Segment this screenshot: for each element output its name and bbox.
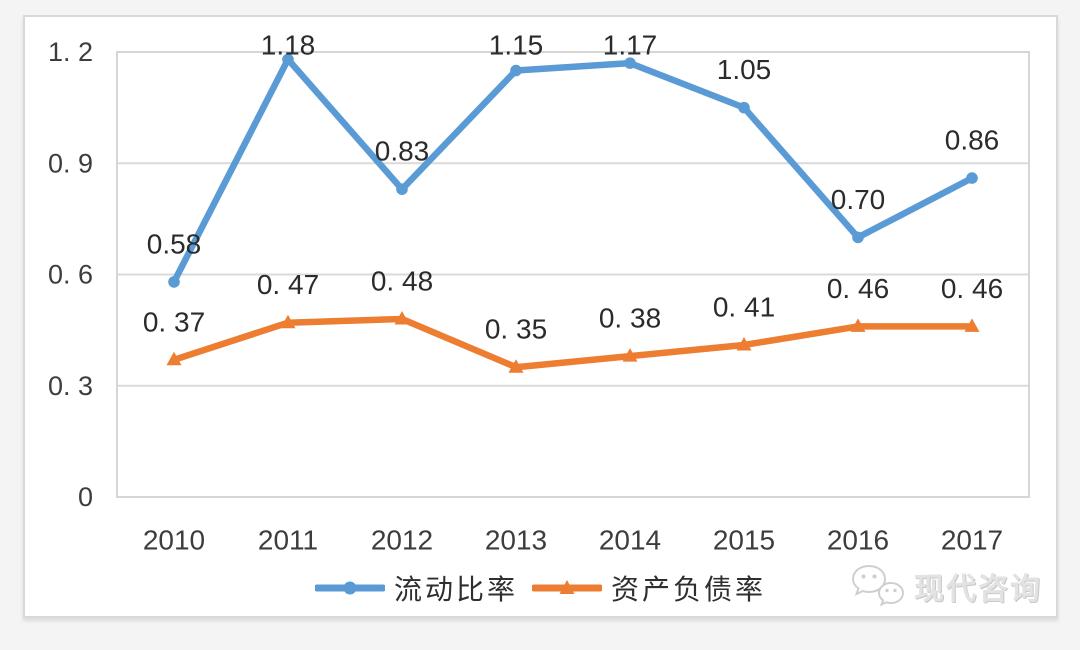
- watermark: 现代咨询: [849, 563, 1042, 609]
- x-tick-label: 2014: [599, 525, 661, 556]
- data-point-marker: [510, 64, 522, 77]
- series-资产负债率: [166, 311, 980, 373]
- data-label: 0. 38: [599, 303, 661, 334]
- data-label: 0. 46: [941, 273, 1003, 304]
- data-labels-流动比率: 0.58 1.18 0.83 1.15 1.17 1.05 0.70 0.86: [147, 30, 1000, 260]
- data-label: 0. 46: [827, 273, 889, 304]
- data-point-marker: [622, 348, 638, 362]
- data-point-marker: [736, 336, 752, 351]
- plot-border: [116, 51, 1030, 498]
- y-tick-label: 0. 6: [48, 260, 93, 290]
- data-label: 0. 37: [143, 306, 205, 337]
- x-axis-labels: 2010 2011 2012 2013 2014 2015 2016 2017: [143, 525, 1003, 556]
- y-tick-label: 0. 3: [48, 371, 93, 401]
- series-流动比率: [168, 53, 978, 288]
- data-label: 0.83: [375, 136, 430, 167]
- y-axis-labels: 0 0. 3 0. 6 0. 9 1. 2: [48, 37, 93, 512]
- x-tick-label: 2012: [371, 525, 433, 556]
- x-tick-label: 2015: [713, 525, 775, 556]
- data-label: 0.58: [147, 228, 202, 259]
- data-label: 0. 48: [371, 266, 433, 297]
- y-tick-label: 0. 9: [48, 148, 93, 178]
- data-label: 0. 35: [485, 314, 547, 345]
- data-label: 0.86: [945, 125, 1000, 156]
- x-tick-label: 2013: [485, 525, 547, 556]
- data-label: 0. 47: [257, 269, 319, 300]
- x-tick-label: 2011: [258, 525, 318, 556]
- data-label: 1.15: [489, 30, 544, 61]
- data-point-marker: [508, 359, 524, 373]
- data-point-marker: [966, 172, 978, 184]
- data-label: 0. 41: [713, 291, 775, 322]
- data-labels-资产负债率: 0. 37 0. 47 0. 48 0. 35 0. 38 0. 41 0. 46 0. 46: [143, 266, 1003, 345]
- data-point-marker: [852, 231, 864, 244]
- gridlines: [117, 51, 1029, 498]
- series-line: [170, 315, 976, 371]
- data-point-marker: [280, 314, 296, 329]
- data-point-marker: [282, 53, 294, 66]
- y-tick-label: 1. 2: [48, 37, 93, 67]
- data-point-marker: [396, 183, 408, 196]
- data-point-marker: [850, 318, 866, 332]
- data-label: 1.18: [261, 30, 316, 61]
- data-label: 0.70: [831, 184, 886, 215]
- wechat-icon: [851, 564, 905, 607]
- data-point-marker: [394, 311, 410, 325]
- data-label: 1.05: [717, 54, 772, 85]
- data-point-marker: [166, 351, 182, 366]
- y-tick-label: 0: [78, 482, 93, 512]
- chart-card: 0 0. 3 0. 6 0. 9 1. 2 2010 2011 2012 2013 2014 201…: [23, 15, 1058, 618]
- x-tick-label: 2016: [827, 525, 889, 556]
- data-point-marker: [964, 318, 980, 332]
- watermark-text: 现代咨询: [914, 573, 1042, 606]
- data-label: 1.17: [603, 30, 658, 61]
- data-point-marker: [624, 57, 636, 69]
- series-line: [170, 56, 976, 286]
- x-tick-label: 2010: [143, 525, 205, 556]
- data-point-marker: [168, 276, 180, 288]
- data-point-marker: [738, 101, 750, 114]
- x-tick-label: 2017: [941, 525, 1003, 556]
